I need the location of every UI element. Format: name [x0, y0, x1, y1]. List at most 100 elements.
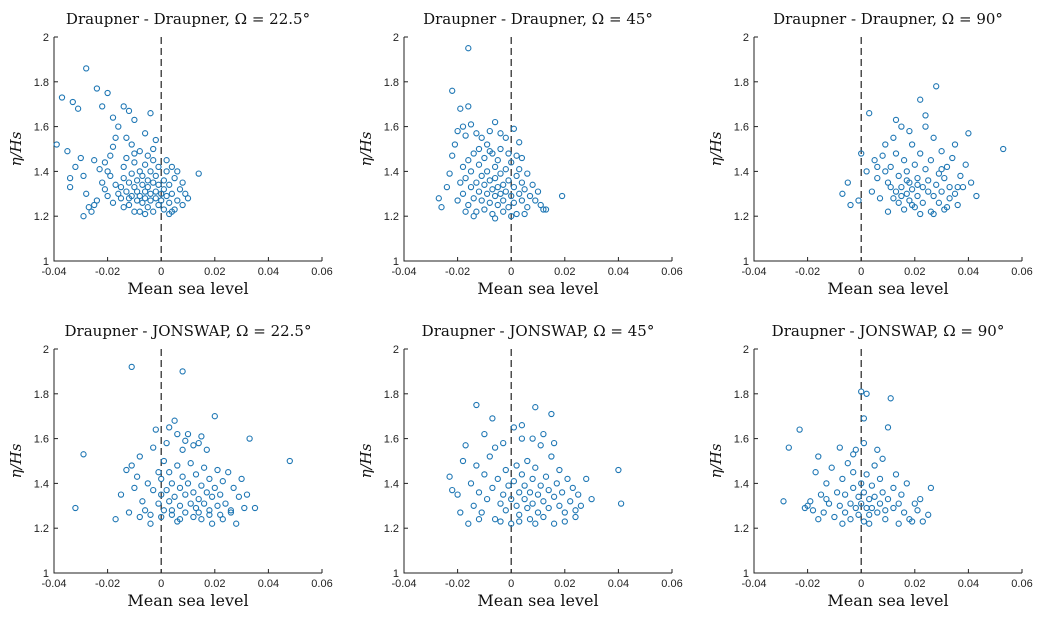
x-tick-label: -0.02 — [445, 578, 470, 590]
y-tick-label: 1.6 — [34, 434, 49, 446]
data-point — [133, 473, 141, 480]
x-tick-label: -0.02 — [795, 266, 820, 278]
data-point — [518, 179, 526, 186]
data-point — [227, 509, 235, 516]
data-point — [139, 199, 146, 206]
data-point — [93, 197, 101, 204]
y-tick-label: 1.6 — [734, 434, 749, 446]
data-point — [860, 439, 868, 447]
data-point — [141, 188, 149, 195]
data-point — [930, 210, 937, 218]
data-point — [903, 168, 910, 175]
data-point — [139, 181, 146, 188]
x-tick-label: 0.04 — [608, 266, 629, 278]
data-point — [200, 464, 208, 471]
data-point — [577, 502, 585, 509]
data-point — [505, 482, 512, 489]
data-point — [874, 446, 881, 453]
data-point — [465, 157, 472, 164]
scatter-panel-4: Draupner - JONSWAP, Ω = 22.5° -0.04 -0.02 0… — [7, 322, 333, 610]
data-point — [508, 159, 515, 166]
data-point — [206, 507, 213, 514]
data-point — [467, 121, 475, 128]
data-point — [158, 513, 165, 521]
x-tick-label: 0.06 — [661, 578, 682, 590]
data-point — [957, 172, 964, 180]
data-point — [874, 509, 881, 516]
data-point — [219, 478, 226, 485]
data-point — [841, 491, 849, 498]
data-point — [617, 500, 625, 507]
data-point — [933, 83, 940, 90]
data-point — [917, 210, 924, 218]
data-point — [125, 107, 133, 115]
y-tick-label: 2 — [743, 344, 749, 356]
data-point — [147, 520, 154, 527]
axis-lines — [403, 37, 672, 262]
data-point — [481, 181, 488, 188]
data-point — [486, 199, 493, 206]
data-point — [540, 430, 547, 438]
data-point — [235, 493, 243, 500]
data-point — [510, 183, 518, 191]
data-point — [80, 172, 87, 180]
data-point — [478, 172, 485, 180]
data-point — [109, 114, 117, 121]
data-point — [107, 152, 114, 159]
data-point — [152, 188, 159, 195]
data-point — [158, 197, 165, 204]
data-point — [852, 504, 859, 512]
data-point — [187, 460, 194, 467]
data-point — [83, 65, 90, 72]
data-point — [128, 170, 135, 177]
data-point — [176, 484, 184, 492]
data-point — [890, 484, 897, 492]
data-point — [438, 204, 445, 211]
data-point — [473, 462, 480, 469]
data-point — [470, 195, 477, 202]
x-tick-label: 0 — [858, 266, 864, 278]
data-point — [951, 190, 959, 197]
data-point — [80, 451, 87, 458]
data-point — [497, 145, 504, 153]
data-point — [529, 181, 536, 188]
data-point — [542, 206, 550, 213]
data-point — [58, 94, 66, 101]
y-axis-label: η/Hs — [357, 131, 375, 166]
data-point — [150, 145, 157, 153]
data-point — [120, 163, 127, 171]
data-point — [868, 504, 876, 512]
data-point — [500, 197, 507, 204]
data-point — [505, 150, 512, 157]
panel-title: Draupner - Draupner, Ω = 90° — [773, 10, 1003, 28]
y-tick-label: 2 — [393, 32, 399, 44]
data-point — [583, 475, 590, 483]
data-point — [475, 188, 483, 195]
data-point — [510, 478, 518, 485]
y-tick-label: 1 — [393, 568, 399, 580]
data-point — [946, 183, 953, 191]
data-point — [486, 177, 493, 184]
y-tick-label: 1 — [43, 568, 49, 580]
data-point — [483, 190, 491, 197]
data-point — [473, 179, 480, 186]
y-tick-label: 1.4 — [34, 478, 49, 490]
data-point — [847, 516, 854, 523]
data-point — [954, 183, 961, 191]
x-tick-label: 0.02 — [554, 578, 575, 590]
data-point — [925, 511, 932, 518]
data-point — [179, 201, 186, 209]
data-point — [179, 473, 186, 480]
data-point — [540, 498, 547, 505]
data-point — [906, 197, 913, 204]
data-point — [166, 210, 173, 218]
data-point — [200, 500, 208, 507]
x-tick-label: 0 — [858, 578, 864, 590]
data-point — [556, 466, 563, 474]
data-point — [508, 192, 515, 200]
data-point — [855, 511, 862, 518]
data-point — [545, 504, 552, 512]
data-point — [922, 112, 929, 119]
data-point — [812, 469, 819, 476]
x-axis-label: Mean sea level — [827, 279, 948, 298]
